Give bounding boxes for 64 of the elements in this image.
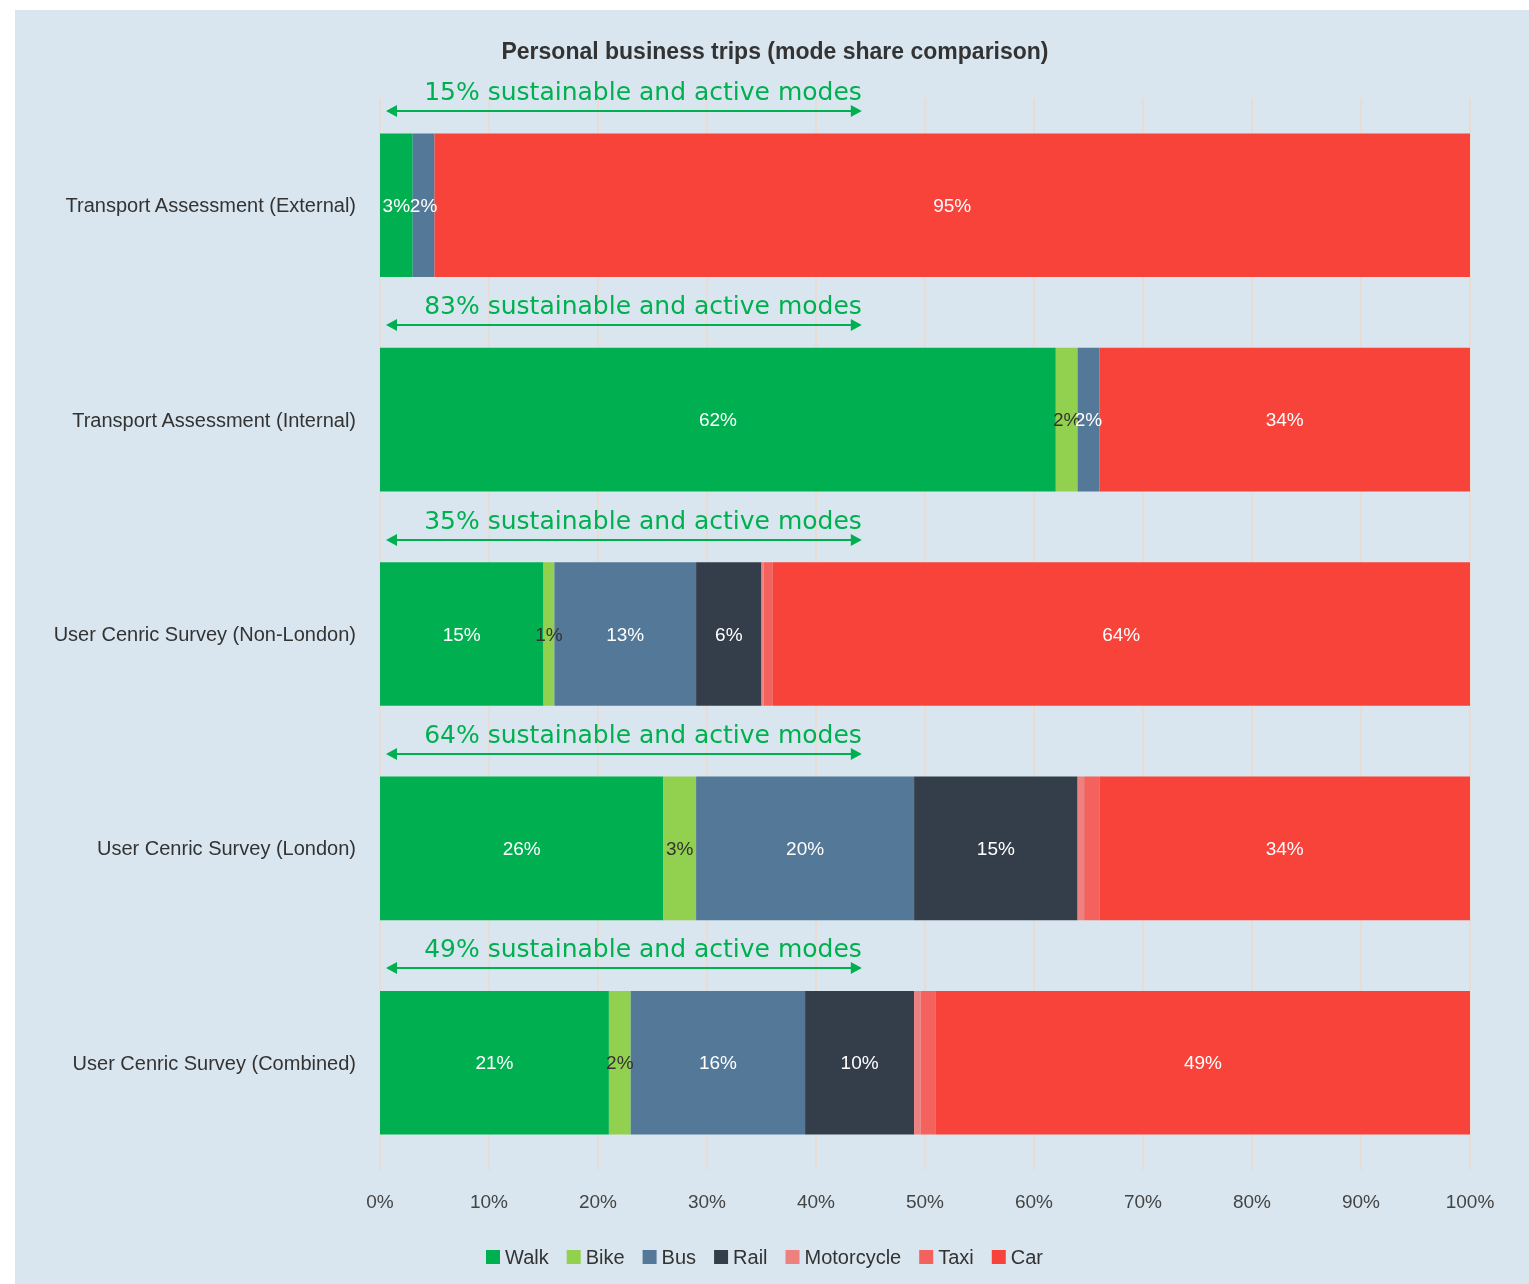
data-label: 15% bbox=[976, 837, 1015, 859]
annotation: 64% sustainable and active modes bbox=[424, 720, 862, 750]
bar bbox=[380, 990, 609, 1135]
data-label: 1% bbox=[535, 623, 563, 645]
bar bbox=[805, 990, 915, 1135]
data-label: 49% bbox=[1183, 1052, 1223, 1074]
data-label: 3% bbox=[666, 837, 694, 859]
data-label: 95% bbox=[933, 194, 972, 216]
y-tick-label: User Cenric Survey (Combined) bbox=[72, 1051, 356, 1074]
chart-title: Personal business trips (mode share comparison) bbox=[501, 37, 1049, 64]
y-tick-label: User Cenric Survey (Non-London) bbox=[53, 623, 356, 645]
y-tick-label: Transport Assessment (Internal) bbox=[72, 408, 356, 431]
bar bbox=[914, 776, 1078, 921]
bar bbox=[380, 776, 664, 921]
bar bbox=[772, 562, 1470, 706]
x-tick-label: 50% bbox=[905, 1191, 945, 1212]
data-label: 3% bbox=[382, 194, 411, 216]
bar bbox=[761, 562, 764, 706]
data-label: 13% bbox=[606, 623, 645, 645]
legend-label: Walk bbox=[505, 1246, 550, 1268]
bar bbox=[935, 990, 1470, 1135]
data-label: 34% bbox=[1265, 409, 1304, 431]
legend-label: Bike bbox=[585, 1246, 625, 1268]
x-tick-label: 20% bbox=[578, 1191, 618, 1212]
x-tick-label: 100% bbox=[1445, 1191, 1495, 1212]
x-tick-label: 70% bbox=[1123, 1191, 1163, 1212]
data-label: 6% bbox=[715, 623, 743, 645]
bar bbox=[1099, 776, 1470, 921]
bar bbox=[1084, 776, 1100, 921]
data-label: 26% bbox=[502, 837, 541, 859]
bar bbox=[663, 776, 697, 921]
data-label: 15% bbox=[442, 623, 481, 645]
x-tick-label: 0% bbox=[366, 1191, 394, 1212]
legend-label: Bus bbox=[661, 1246, 697, 1268]
legend-label: Car bbox=[1010, 1246, 1044, 1268]
x-tick-label: 80% bbox=[1232, 1191, 1272, 1212]
legend-label: Motorcycle bbox=[804, 1246, 902, 1268]
bar bbox=[763, 562, 773, 706]
bar bbox=[1077, 776, 1085, 921]
x-tick-label: 40% bbox=[796, 1191, 836, 1212]
bar bbox=[696, 562, 762, 706]
x-tick-label: 60% bbox=[1014, 1191, 1054, 1212]
legend-label: Rail bbox=[733, 1246, 768, 1268]
data-label: 21% bbox=[475, 1052, 514, 1074]
bar bbox=[696, 776, 915, 921]
annotation: 15% sustainable and active modes bbox=[424, 76, 862, 106]
legend-label: Taxi bbox=[938, 1246, 974, 1268]
data-label: 10% bbox=[840, 1052, 879, 1074]
data-label: 64% bbox=[1102, 623, 1141, 645]
data-label: 62% bbox=[698, 409, 738, 431]
data-label: 20% bbox=[786, 837, 825, 859]
x-tick-label: 90% bbox=[1341, 1191, 1381, 1212]
annotation: 35% sustainable and active modes bbox=[424, 505, 862, 535]
bar bbox=[920, 990, 936, 1135]
annotation: 49% sustainable and active modes bbox=[424, 934, 862, 964]
y-tick-label: User Cenric Survey (London) bbox=[97, 837, 356, 860]
bar bbox=[914, 990, 921, 1135]
x-tick-label: 10% bbox=[469, 1191, 509, 1212]
y-tick-label: Transport Assessment (External) bbox=[65, 194, 356, 217]
annotation: 83% sustainable and active modes bbox=[424, 291, 862, 321]
bar bbox=[380, 347, 1056, 492]
data-label: 34% bbox=[1265, 837, 1304, 859]
x-tick-label: 30% bbox=[687, 1191, 727, 1212]
data-label: 16% bbox=[698, 1052, 738, 1074]
